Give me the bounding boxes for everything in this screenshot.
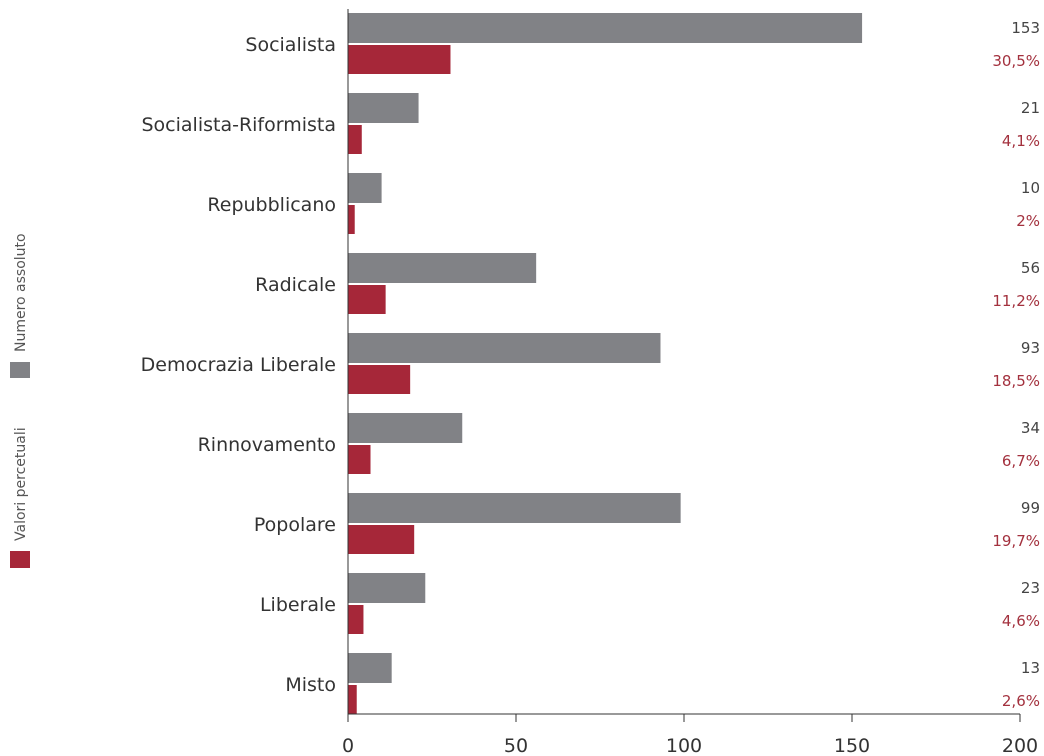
bar-percentage [348, 205, 355, 234]
value-label-percentage: 2% [1016, 212, 1040, 230]
value-label-absolute: 10 [1021, 179, 1040, 197]
value-label-percentage: 18,5% [992, 372, 1040, 390]
bar-absolute [348, 493, 681, 523]
category-label: Popolare [254, 514, 336, 536]
category-label: Misto [285, 674, 336, 696]
category-label: Socialista-Riformista [141, 114, 336, 136]
category-label: Repubblicano [207, 194, 336, 216]
category-label: Socialista [245, 34, 336, 56]
value-label-absolute: 99 [1021, 499, 1040, 517]
value-label-percentage: 11,2% [992, 292, 1040, 310]
x-axis: 0 50 100 150 200 [342, 9, 1038, 756]
bar-percentage [348, 365, 411, 394]
legend-label-absolute: Numero assoluto [13, 233, 29, 352]
value-label-absolute: 13 [1021, 659, 1040, 677]
bar-percentage [348, 285, 386, 314]
x-tick-label: 50 [504, 735, 528, 756]
bar-percentage [348, 445, 371, 474]
x-tick-label: 200 [1002, 735, 1038, 756]
value-labels: 153 30,5% 21 4,1% 10 2% 56 11,2% 93 18,5% 34 6,7% 99… [992, 19, 1040, 710]
value-label-absolute: 153 [1011, 19, 1040, 37]
legend: Numero assoluto Valori percetuali [10, 233, 30, 568]
category-labels: Socialista Socialista-Riformista Repubblic… [141, 34, 336, 696]
bar-absolute [348, 253, 537, 283]
category-label: Liberale [260, 594, 336, 616]
value-label-absolute: 56 [1021, 259, 1040, 277]
bars-group [348, 13, 863, 714]
value-label-percentage: 6,7% [1002, 452, 1040, 470]
value-label-percentage: 4,1% [1002, 132, 1040, 150]
x-tick-label: 100 [666, 735, 702, 756]
x-tick-label: 0 [342, 735, 354, 756]
value-label-absolute: 23 [1021, 579, 1040, 597]
bar-percentage [348, 525, 415, 554]
category-label: Democrazia Liberale [141, 354, 336, 376]
legend-swatch-absolute [10, 362, 30, 378]
category-label: Rinnovamento [198, 434, 336, 456]
value-label-percentage: 30,5% [992, 52, 1040, 70]
bar-percentage [348, 125, 362, 154]
bar-percentage [348, 605, 364, 634]
bar-absolute [348, 413, 463, 443]
legend-swatch-percentage [10, 551, 30, 568]
bar-absolute [348, 13, 863, 43]
bar-percentage [348, 685, 357, 714]
bar-absolute [348, 333, 661, 363]
category-label: Radicale [255, 274, 336, 296]
bar-absolute [348, 653, 392, 683]
value-label-percentage: 2,6% [1002, 692, 1040, 710]
x-tick-label: 150 [834, 735, 870, 756]
bar-absolute [348, 93, 419, 123]
bar-percentage [348, 45, 451, 74]
value-label-absolute: 34 [1021, 419, 1040, 437]
bar-absolute [348, 173, 382, 203]
legend-label-percentage: Valori percetuali [13, 427, 29, 541]
value-label-absolute: 21 [1021, 99, 1040, 117]
value-label-percentage: 4,6% [1002, 612, 1040, 630]
value-label-absolute: 93 [1021, 339, 1040, 357]
bar-absolute [348, 573, 426, 603]
value-label-percentage: 19,7% [992, 532, 1040, 550]
